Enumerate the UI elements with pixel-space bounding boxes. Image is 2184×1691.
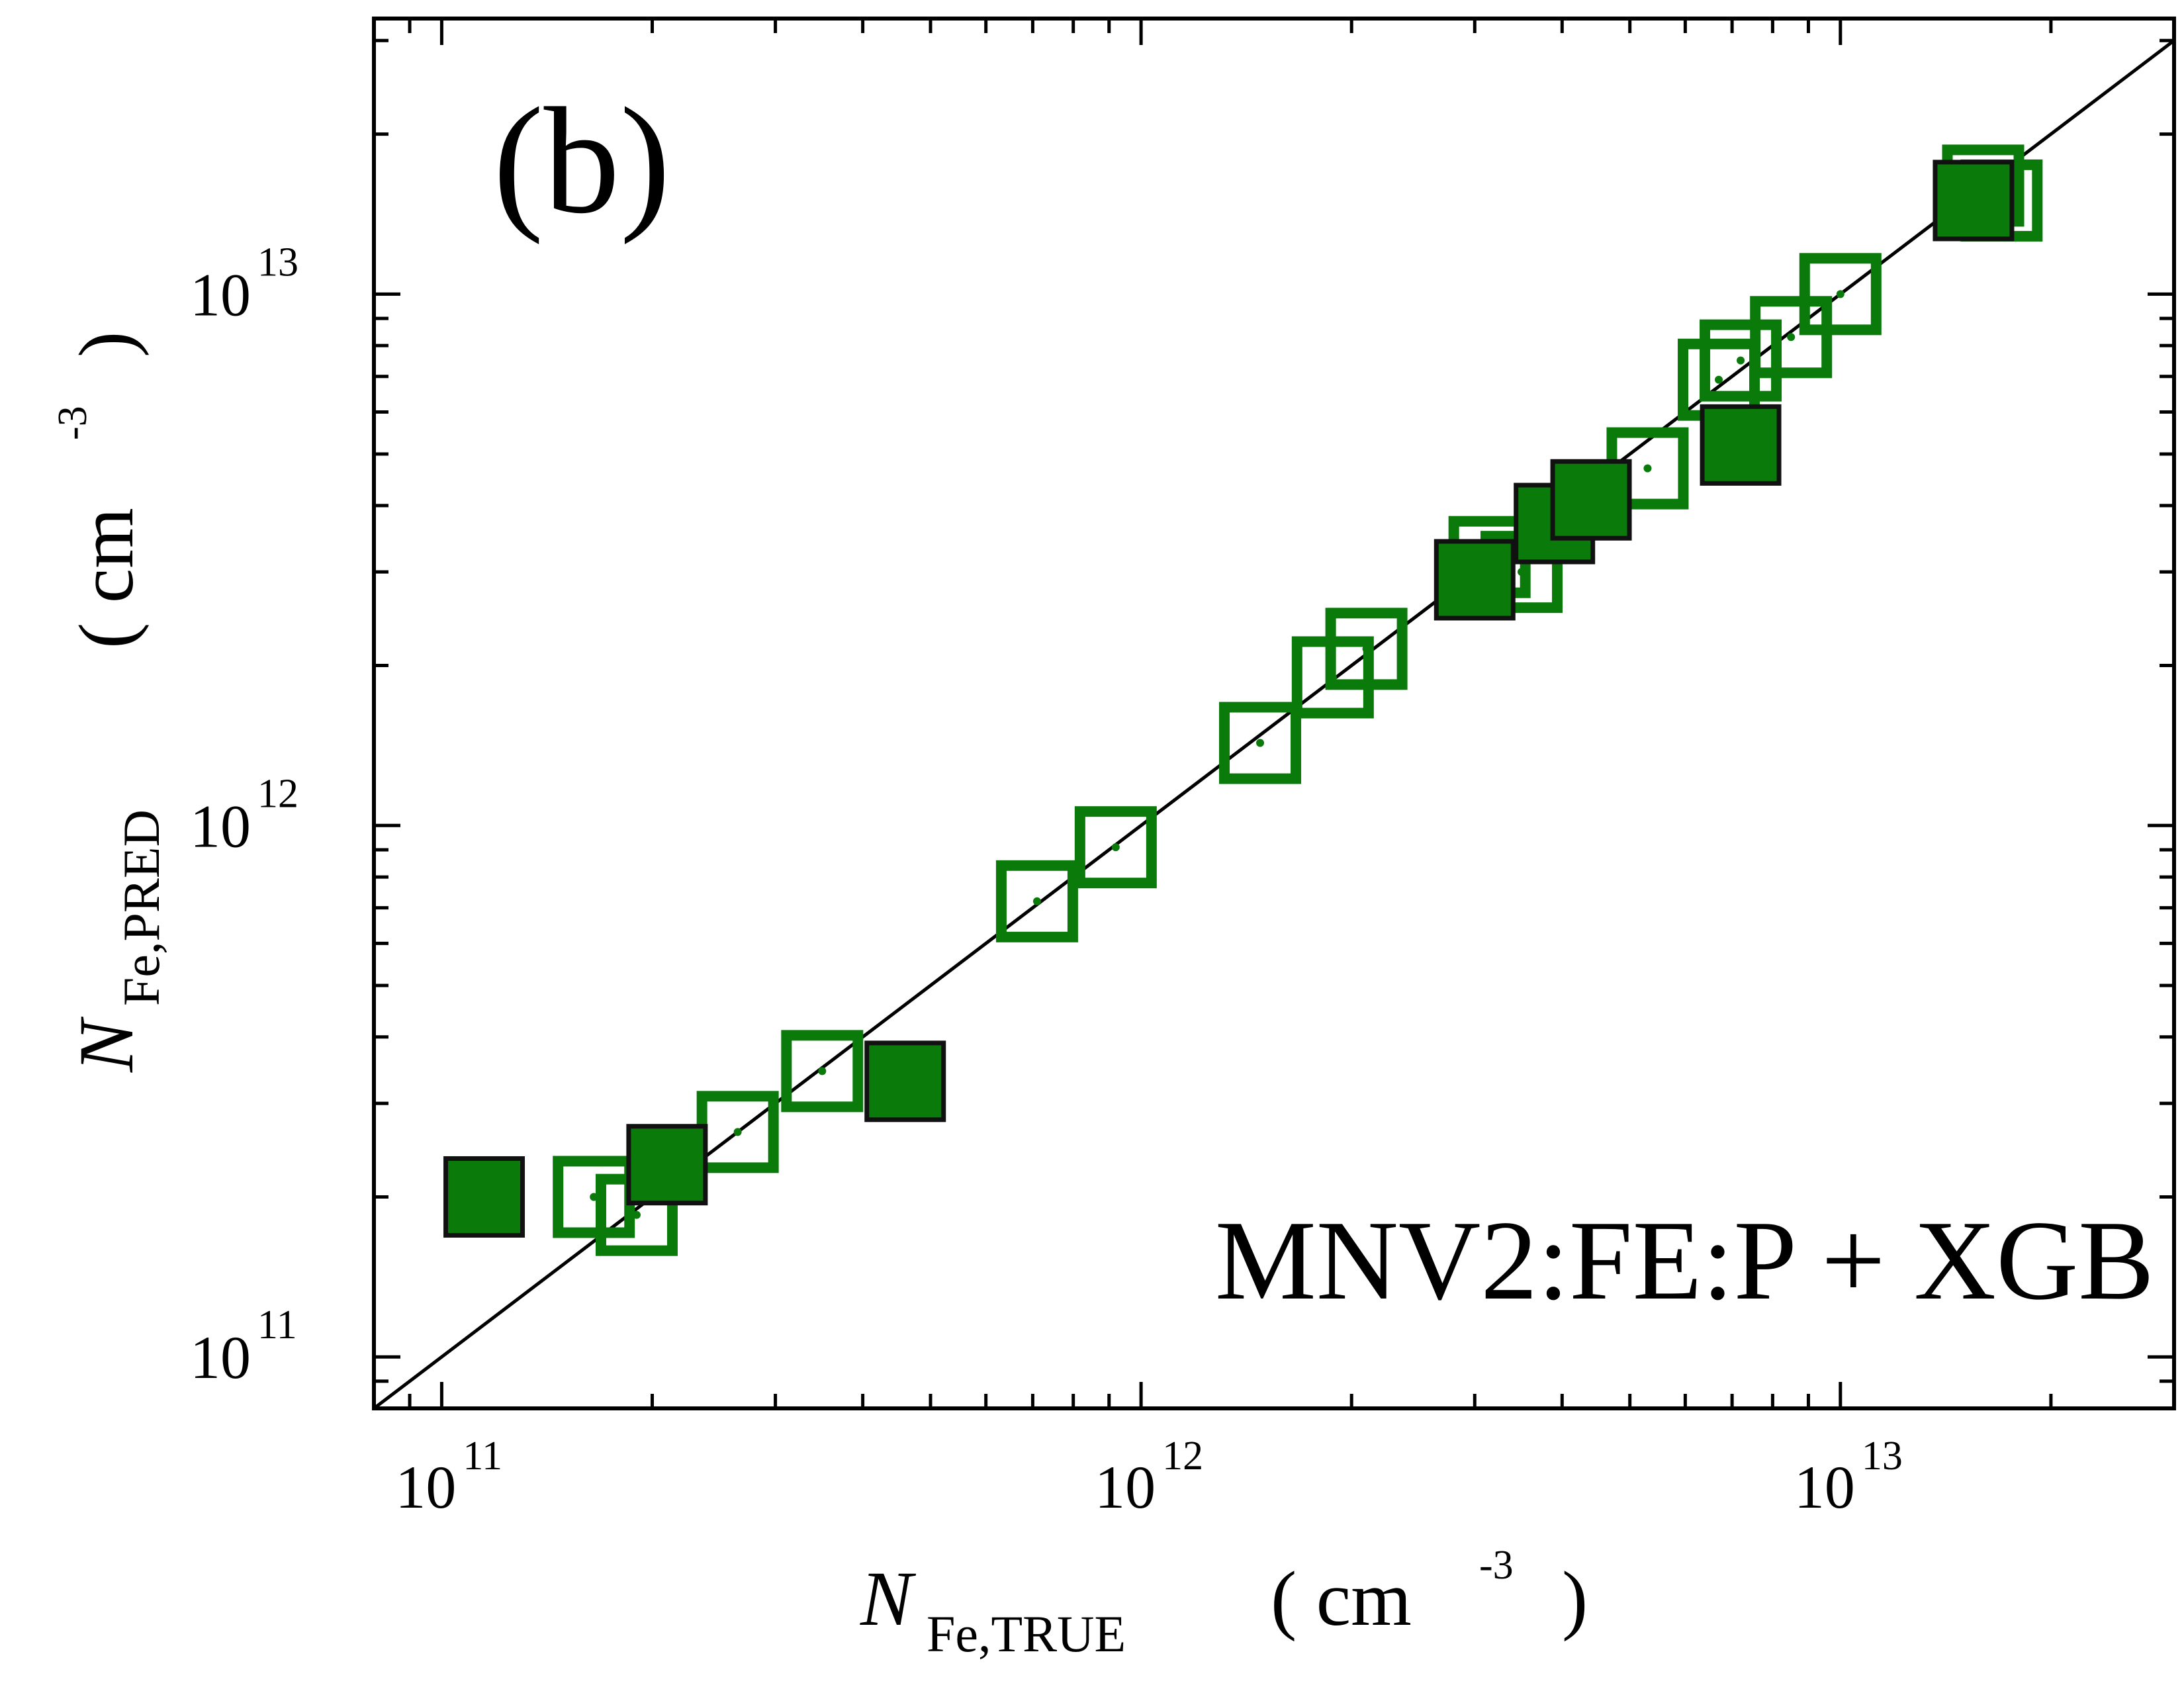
open-square-center-dot-15 [1836, 290, 1844, 298]
filled-square-point-3 [1433, 539, 1516, 621]
y-axis-title-unit: ( cm [63, 508, 150, 649]
y-tick-label-0: 10 [190, 1324, 251, 1391]
plot-frame [372, 17, 2176, 1410]
model-annotation: MNV2:FE:P + XGB [1215, 1198, 2154, 1324]
x-tick-label-1: 10 [1095, 1453, 1156, 1521]
open-square-center-dot-11 [1643, 464, 1652, 473]
open-square-center-dot-1 [632, 1211, 641, 1219]
x-axis-title-subscript: Fe,TRUE [927, 1605, 1126, 1663]
open-square-center-dot-3 [818, 1067, 827, 1075]
x-tick-label-2: 10 [1794, 1453, 1855, 1521]
filled-square-point-7 [1933, 160, 2015, 242]
y-axis-title-unit-close: ) [63, 332, 150, 357]
open-square-point-8 [1325, 608, 1408, 690]
y-tick-label-1: 10 [190, 792, 251, 860]
y-axis-title-subscript: Fe,PRED [113, 809, 170, 1006]
x-tick-label-0: 10 [395, 1453, 456, 1521]
panel-label: (b) [493, 76, 670, 245]
open-square-center-dot-10 [1518, 568, 1526, 576]
filled-square-point-5 [1550, 459, 1632, 541]
open-square-center-dot-4 [1032, 897, 1041, 905]
open-square-center-dot-5 [1111, 843, 1120, 852]
filled-square-point-2 [864, 1040, 946, 1122]
open-square-point-6 [1219, 702, 1302, 784]
x-axis-title-main: N [860, 1555, 917, 1642]
filled-square-point-6 [1700, 404, 1782, 486]
filled-square-point-1 [626, 1124, 708, 1206]
x-axis-title-unit: ( cm [1271, 1555, 1412, 1642]
y-axis-title-unit-exponent: -3 [50, 406, 95, 440]
open-square-center-dot-2 [733, 1128, 742, 1136]
x-tick-exponent-1: 12 [1162, 1434, 1203, 1479]
open-square-center-dot-12 [1715, 375, 1723, 384]
open-square-center-dot-8 [1362, 645, 1371, 653]
x-axis-title-unit-exponent: -3 [1479, 1543, 1514, 1588]
open-square-point-4 [995, 860, 1078, 942]
x-tick-exponent-0: 11 [463, 1434, 502, 1479]
open-square-point-5 [1074, 806, 1157, 889]
x-axis-title-unit-close: ) [1562, 1555, 1588, 1642]
open-square-point-14 [1750, 296, 1833, 379]
y-tick-label-2: 10 [190, 261, 251, 328]
open-square-center-dot-6 [1256, 739, 1265, 747]
y-axis-title-main: N [63, 1016, 150, 1073]
open-square-point-3 [781, 1030, 864, 1113]
open-square-point-13 [1700, 319, 1782, 402]
open-square-point-15 [1799, 253, 1882, 336]
y-tick-exponent-0: 11 [257, 1303, 297, 1348]
open-square-center-dot-13 [1737, 356, 1745, 365]
y-tick-exponent-1: 12 [257, 771, 298, 816]
y-axis-title: N Fe,PRED ( cm -3) [50, 332, 170, 1073]
y-tick-exponent-2: 13 [257, 240, 298, 285]
x-tick-exponent-2: 13 [1862, 1434, 1903, 1479]
open-square-center-dot-14 [1787, 333, 1796, 342]
filled-square-point-0 [443, 1156, 525, 1238]
